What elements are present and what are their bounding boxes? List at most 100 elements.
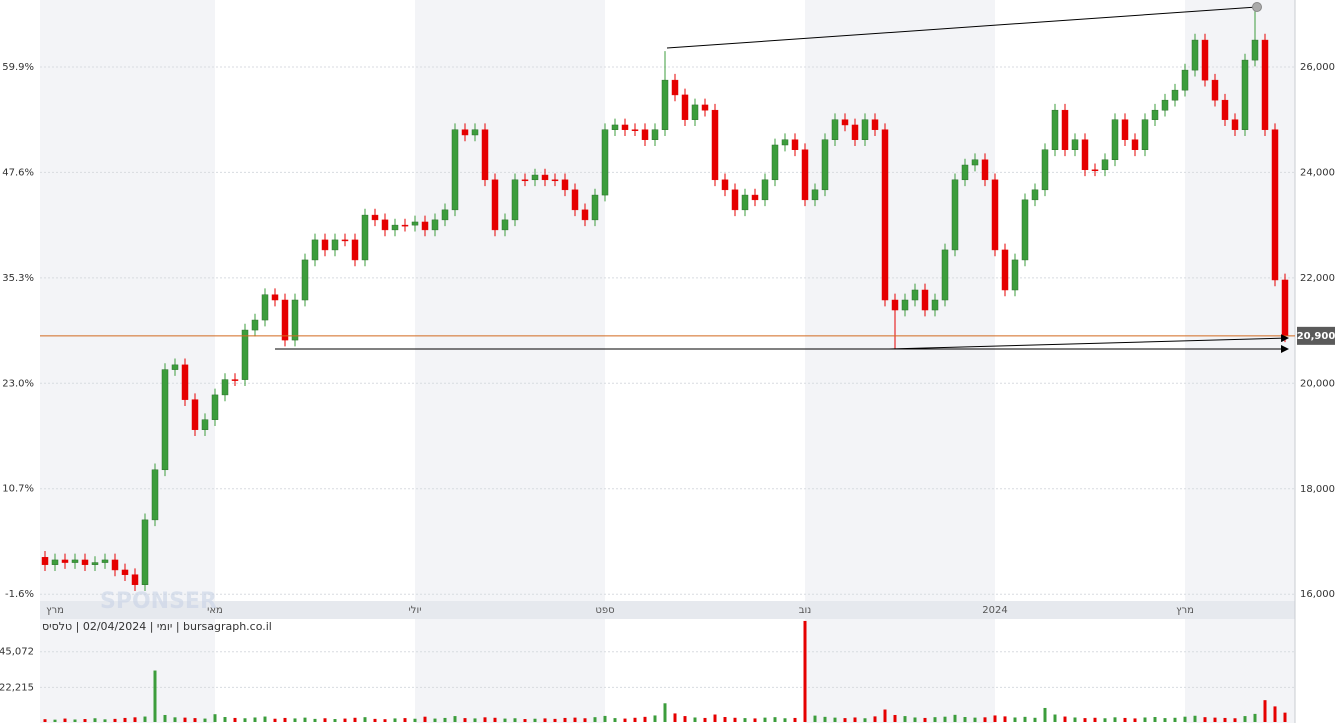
volume-bar xyxy=(373,718,377,722)
candle-body xyxy=(151,469,159,521)
volume-bar xyxy=(1233,718,1237,722)
volume-bar xyxy=(763,717,767,722)
candle-body xyxy=(811,189,819,201)
candle-body xyxy=(511,179,519,221)
candle-body xyxy=(1131,139,1139,150)
volume-bar xyxy=(873,716,877,722)
volume-bar xyxy=(1163,718,1167,722)
volume-bar xyxy=(73,719,77,722)
volume-bar xyxy=(143,716,147,722)
candle-body xyxy=(871,119,879,130)
volume-bar xyxy=(593,717,597,722)
candle-body xyxy=(1031,189,1039,201)
trend-line xyxy=(666,6,1258,49)
volume-bar xyxy=(293,718,297,722)
volume-bar xyxy=(453,716,457,722)
candle-body xyxy=(141,519,149,585)
volume-bar xyxy=(423,716,427,722)
candle-body xyxy=(341,239,349,242)
volume-bar xyxy=(543,718,547,722)
volume-bar xyxy=(383,719,387,722)
candle-body xyxy=(1151,109,1159,120)
candle-body xyxy=(41,557,49,565)
candle-body xyxy=(191,399,199,430)
candle-body xyxy=(551,179,559,182)
volume-bar xyxy=(113,718,117,722)
volume-bar xyxy=(813,715,817,722)
volume-bar xyxy=(1213,717,1217,722)
candle-body xyxy=(1221,99,1229,120)
candle-body xyxy=(471,129,479,136)
candle-body xyxy=(81,559,89,565)
volume-bar xyxy=(553,718,557,722)
volume-bar xyxy=(883,709,887,722)
volume-bar xyxy=(1053,714,1057,722)
volume-bar xyxy=(1153,717,1157,722)
candle-body xyxy=(61,559,69,563)
candle-body xyxy=(541,174,549,181)
candle-body xyxy=(171,364,179,370)
volume-bar xyxy=(523,719,527,722)
candle-body xyxy=(821,139,829,191)
candle-body xyxy=(671,79,679,96)
candle-body xyxy=(1211,79,1219,101)
y2-tick-label: -1.6% xyxy=(5,589,34,600)
candle-body xyxy=(331,239,339,251)
y-tick-label: 20,000 xyxy=(1300,378,1335,389)
y-tick-label: 24,000 xyxy=(1300,167,1335,178)
candle-body xyxy=(751,194,759,201)
volume-bar xyxy=(203,718,207,722)
volume-bar xyxy=(1243,716,1247,722)
volume-bar xyxy=(1263,700,1267,722)
candle-body xyxy=(1161,99,1169,111)
candle-body xyxy=(451,129,459,211)
volume-bar xyxy=(803,620,807,722)
candle-body xyxy=(121,569,129,575)
volume-bar xyxy=(943,716,947,722)
x-tick-label: מאי xyxy=(207,605,223,616)
volume-bar xyxy=(1073,717,1077,722)
volume-bar xyxy=(643,716,647,722)
volume-bar xyxy=(473,718,477,722)
candle-body xyxy=(501,219,509,231)
candle-body xyxy=(71,559,79,563)
volume-bar xyxy=(1033,717,1037,722)
volume-bar xyxy=(833,717,837,722)
candle-body xyxy=(281,299,289,341)
candle-body xyxy=(411,221,419,226)
candle-body xyxy=(691,104,699,120)
volume-bar xyxy=(1203,717,1207,722)
date-strip xyxy=(40,601,1295,619)
candle-body xyxy=(951,179,959,251)
drawings xyxy=(275,2,1289,353)
y-tick-label: 26,000 xyxy=(1300,62,1335,73)
watermark: SPONSER xyxy=(100,589,217,614)
volume-bar xyxy=(903,716,907,722)
candle-body xyxy=(891,299,899,311)
volume-bar xyxy=(1193,715,1197,722)
candle-body xyxy=(441,209,449,221)
candle-body xyxy=(51,559,59,565)
candle-body xyxy=(851,124,859,140)
candle-body xyxy=(641,129,649,140)
candle-body xyxy=(831,119,839,140)
x-tick-label: יולי xyxy=(409,605,422,616)
volume-bar xyxy=(123,717,127,722)
volume-bar xyxy=(193,718,197,722)
candle-body xyxy=(181,364,189,400)
candle-body xyxy=(1251,39,1259,61)
y2-tick-label: 10.7% xyxy=(2,484,34,495)
price-tag-label: 20,900 xyxy=(1297,331,1335,342)
candle-body xyxy=(241,329,249,380)
candle-body xyxy=(991,179,999,251)
volume-bar xyxy=(633,717,637,722)
candle-body xyxy=(221,379,229,396)
volume-bar xyxy=(673,713,677,722)
volume-bar xyxy=(723,717,727,722)
candle-body xyxy=(1271,129,1279,281)
candle-body xyxy=(1191,39,1199,71)
volume-bar xyxy=(163,714,167,722)
volume-bar xyxy=(663,703,667,722)
